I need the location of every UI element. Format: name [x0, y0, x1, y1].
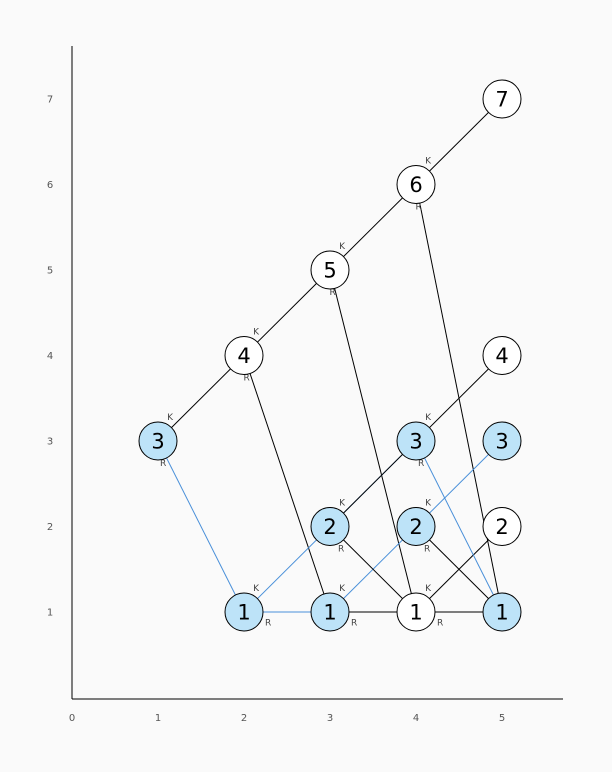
node-circle	[396, 421, 436, 461]
edge-line	[415, 440, 503, 613]
edge-line	[329, 526, 417, 613]
node-label: 1	[409, 601, 422, 625]
edge-labels: K R K R K R K R K R K R K R K R K R K R	[160, 157, 443, 629]
node-circle	[396, 592, 436, 632]
x-tick-label: 5	[499, 713, 505, 724]
y-tick-label: 4	[47, 351, 53, 362]
y-tick-labels: 1 2 3 4 5 6 7	[47, 95, 53, 619]
x-tick-label: 4	[413, 713, 419, 724]
edge-label: K	[339, 499, 346, 509]
node-label: 6	[409, 173, 422, 197]
edge-label: R	[243, 374, 249, 384]
node-circle	[482, 507, 522, 546]
node-circle	[310, 250, 350, 290]
edge-label: R	[351, 618, 357, 628]
edge-label: K	[425, 413, 432, 423]
edge-label: R	[338, 545, 344, 555]
nodes: 3 4 1 5 2 1 6 3 2 1 7 4 3 2 1	[138, 79, 522, 632]
graph-node: 2	[396, 507, 436, 546]
graph-node: 1	[482, 592, 522, 632]
x-tick-label: 1	[155, 713, 161, 724]
graph-node: 1	[310, 592, 350, 632]
edge-label: R	[265, 618, 271, 628]
edge-label: R	[415, 203, 421, 213]
x-tick-label: 2	[241, 713, 247, 724]
axes	[71, 46, 563, 700]
graph-node: 6	[396, 165, 436, 204]
node-label: 1	[323, 601, 336, 625]
edge-label: R	[329, 288, 335, 298]
node-label: 4	[495, 344, 508, 368]
node-label: 3	[151, 430, 164, 454]
x-tick-label: 0	[69, 713, 75, 724]
edge-label: K	[425, 157, 432, 167]
edge-line	[415, 526, 503, 613]
y-tick-label: 1	[47, 608, 53, 619]
edge-label: R	[424, 545, 430, 555]
node-circle	[138, 421, 178, 461]
y-tick-label: 6	[47, 180, 53, 191]
node-circle	[310, 507, 350, 546]
node-circle	[482, 592, 522, 632]
node-circle	[396, 165, 436, 204]
edge-line	[157, 355, 245, 442]
edge-line	[243, 269, 331, 356]
node-label: 3	[409, 430, 422, 454]
node-circle	[396, 507, 436, 546]
edge-label: R	[418, 459, 424, 469]
x-tick-labels: 0 1 2 3 4 5	[69, 713, 505, 724]
edge-label: K	[425, 584, 432, 594]
node-label: 7	[495, 88, 508, 112]
edge-line	[157, 440, 245, 613]
graph-node: 3	[396, 421, 436, 461]
edge-line	[329, 269, 417, 613]
edge-label: R	[437, 618, 443, 628]
graph-node: 1	[224, 592, 264, 632]
x-tick-label: 3	[327, 713, 333, 724]
edge-line	[415, 98, 503, 185]
graph-node: 3	[482, 421, 522, 461]
edge-label: K	[339, 584, 346, 594]
graph-node: 2	[310, 507, 350, 546]
graph-node: 7	[482, 79, 522, 119]
edge-label: K	[167, 413, 174, 423]
node-circle	[482, 421, 522, 461]
y-tick-label: 3	[47, 437, 53, 448]
node-label: 4	[237, 344, 250, 368]
graph-node: 3	[138, 421, 178, 461]
node-circle	[482, 79, 522, 119]
edge-label: R	[160, 459, 166, 469]
node-circle	[224, 592, 264, 632]
y-tick-label: 5	[47, 266, 53, 277]
node-label: 2	[409, 515, 422, 539]
node-circle	[224, 336, 264, 375]
edge-label: K	[253, 584, 260, 594]
node-label: 2	[495, 515, 508, 539]
graph-node: 1	[396, 592, 436, 632]
node-label: 2	[323, 515, 336, 539]
graph-node: 5	[310, 250, 350, 290]
node-label: 1	[237, 601, 250, 625]
graph-node: 2	[482, 507, 522, 546]
y-tick-label: 7	[47, 95, 53, 106]
node-circle	[310, 592, 350, 632]
edge-label: K	[253, 328, 260, 338]
node-label: 5	[323, 259, 336, 283]
edge-line	[243, 355, 331, 613]
node-circle	[482, 336, 522, 375]
graph-node: 4	[224, 336, 264, 375]
graph-node: 4	[482, 336, 522, 375]
edge-label: K	[339, 242, 346, 252]
y-tick-label: 2	[47, 522, 53, 533]
node-label: 1	[495, 601, 508, 625]
edge-label: K	[425, 499, 432, 509]
edge-line	[329, 184, 417, 271]
node-label: 3	[495, 430, 508, 454]
